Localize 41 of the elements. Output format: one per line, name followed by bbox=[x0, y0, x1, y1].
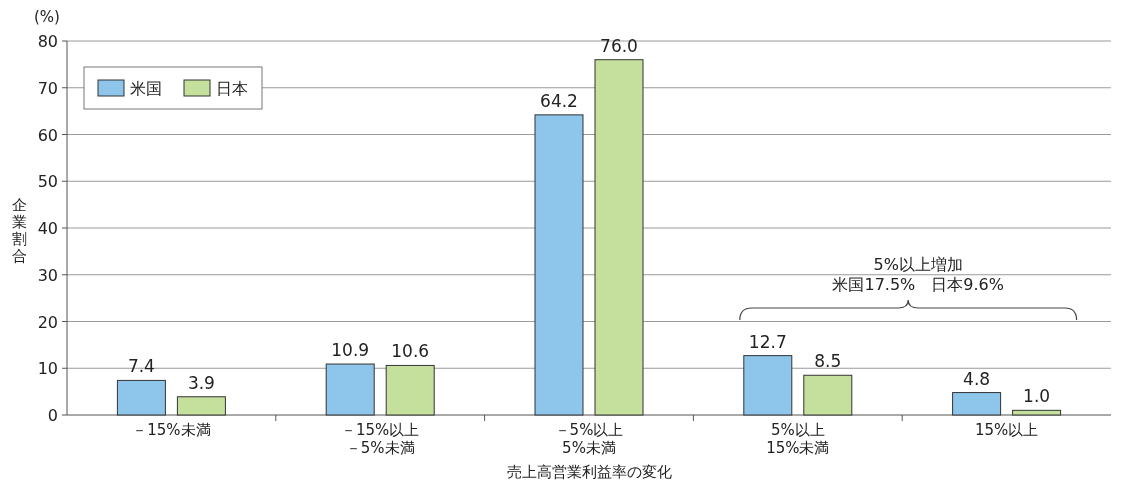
bar bbox=[594, 59, 644, 416]
bar bbox=[385, 364, 435, 416]
bar bbox=[952, 392, 1002, 416]
data-label: 3.9 bbox=[187, 372, 215, 393]
text: (%) bbox=[34, 8, 60, 26]
y-tick-label: 10 bbox=[37, 359, 58, 379]
data-label: 12.7 bbox=[748, 331, 787, 352]
bar bbox=[176, 396, 226, 416]
bar bbox=[803, 374, 853, 416]
x-tick-label: 5%以上15%未満 bbox=[765, 421, 831, 457]
bar bbox=[325, 363, 375, 416]
x-tick-label: －15%未満 bbox=[131, 421, 212, 439]
bar bbox=[534, 114, 584, 416]
data-label: 64.2 bbox=[540, 90, 578, 111]
y-tick-label: 50 bbox=[37, 172, 58, 192]
x-tick-label: －15%以上－5%未満 bbox=[340, 421, 421, 457]
annotation: 米国17.5% 日本9.6% bbox=[832, 275, 1004, 294]
y-tick-label: 70 bbox=[37, 78, 58, 98]
data-label: 1.0 bbox=[1023, 386, 1051, 407]
bar bbox=[1012, 409, 1062, 416]
x-tick-label: －5%以上5%未満 bbox=[553, 421, 625, 457]
bar bbox=[743, 355, 793, 416]
data-label: 76.0 bbox=[600, 35, 638, 56]
data-label: 8.5 bbox=[814, 351, 842, 372]
data-label: 7.4 bbox=[127, 356, 155, 377]
y-tick-label: 20 bbox=[37, 312, 58, 332]
data-label: 10.9 bbox=[331, 340, 370, 361]
x-axis-title: 売上高営業利益率の変化 bbox=[506, 463, 672, 481]
data-label: 4.8 bbox=[963, 368, 991, 389]
x-tick-label: 15%以上 bbox=[973, 421, 1040, 439]
y-tick-label: 60 bbox=[37, 125, 58, 145]
data-label: 10.6 bbox=[391, 341, 430, 362]
y-tick-label: 0 bbox=[47, 406, 58, 425]
annotation: 5%以上増加 bbox=[873, 255, 963, 274]
y-tick-label: 80 bbox=[37, 32, 58, 51]
legend-label: 米国 bbox=[130, 79, 162, 98]
legend-label: 日本 bbox=[216, 79, 248, 98]
y-tick-label: 30 bbox=[37, 265, 58, 285]
bar bbox=[116, 379, 166, 416]
y-axis-title: 企業割合 bbox=[11, 196, 27, 265]
y-tick-label: 40 bbox=[37, 219, 58, 238]
